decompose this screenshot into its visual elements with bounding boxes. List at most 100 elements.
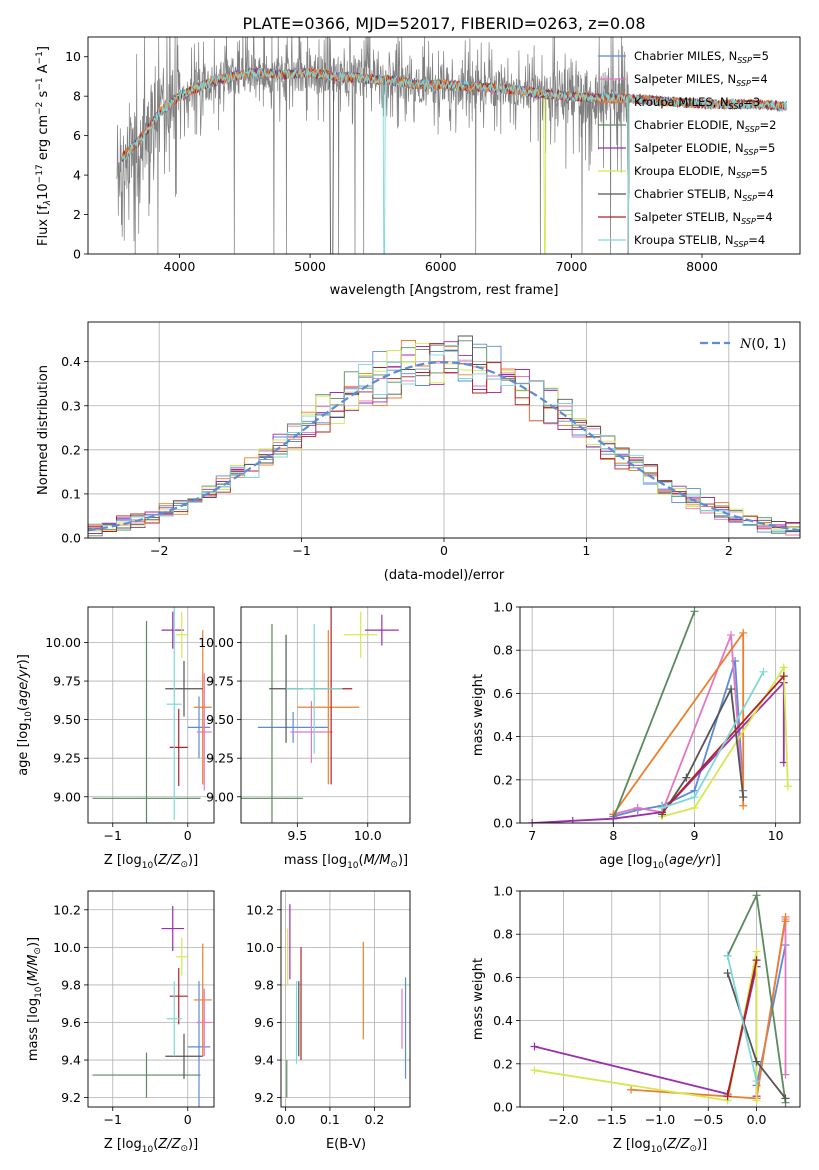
y-tick-label: 0.3: [61, 398, 81, 413]
data-point: [739, 793, 748, 802]
series-line: [534, 966, 758, 1097]
y-tick-label: 9.50: [53, 712, 81, 727]
errorbar-chabrier_elodie: [241, 623, 303, 823]
legend-entry: Salpeter ELODIE, NSSP=5: [634, 141, 775, 157]
series-kroupa_elodie: [530, 947, 761, 1105]
y-tick-label: 9.6: [61, 1015, 81, 1030]
legend-entry: N(0, 1): [739, 337, 786, 352]
x-tick-label: 6000: [425, 259, 457, 274]
errorbar-chabrier_elodie: [92, 620, 201, 823]
data-point: [752, 1057, 761, 1066]
y-tick-label: 0.6: [493, 686, 513, 701]
y-tick-label: 0.8: [493, 643, 513, 658]
legend-entry: Salpeter MILES, NSSP=4: [634, 72, 768, 88]
x-tick-label: 7000: [555, 259, 587, 274]
axis-label: age [log10(age/yr)]: [599, 853, 721, 871]
data-point: [752, 947, 761, 956]
y-tick-label: 9.00: [206, 789, 234, 804]
x-tick-label: −1: [104, 828, 122, 843]
y-tick-label: 4: [73, 168, 81, 183]
errorbar-chabrier_stelib: [165, 661, 203, 717]
axis-label: Z [log10(Z/Z⊙)]: [104, 1137, 198, 1155]
x-tick-label: 0: [184, 828, 192, 843]
data-point: [759, 667, 768, 676]
y-tick-label: 6: [73, 128, 81, 143]
axes-frame: [87, 606, 215, 824]
figure-title: PLATE=0366, MJD=52017, FIBERID=0263, z=0…: [242, 14, 645, 33]
y-tick-label: 0.4: [493, 729, 513, 744]
data-point: [781, 1070, 790, 1079]
legend-entry: Kroupa STELIB, NSSP=4: [634, 233, 765, 249]
axes-frame: [519, 890, 801, 1108]
x-tick-label: 1: [582, 543, 590, 558]
x-tick-label: 9: [691, 828, 699, 843]
axis-label: Z [log10(Z/Z⊙)]: [613, 1137, 707, 1155]
x-tick-label: 0.0: [747, 1112, 767, 1127]
axes-frame: [87, 36, 801, 255]
data-point: [530, 1066, 539, 1075]
axis-label: mass [log10(M/M⊙)]: [284, 853, 408, 871]
y-tick-label: 9.4: [61, 1053, 81, 1068]
y-tick-label: 9.6: [254, 1015, 274, 1030]
data-point: [682, 773, 691, 782]
y-axis-label: mass weight: [471, 958, 486, 1040]
errorbar-chabrier_miles: [257, 711, 329, 743]
axes-age_vs_mass: 9.5 10.0 9.00 9.25 9.50 9.75 10.00 mass [log10(…: [198, 606, 411, 871]
y-tick-label: 0.6: [493, 970, 513, 985]
x-tick-label: −2: [150, 543, 168, 558]
y-tick-label: 9.8: [61, 977, 81, 992]
spectrum-data-line: [116, 37, 629, 254]
axes-frame: [519, 606, 801, 824]
plot-area-mass_vs_ebv: [286, 904, 407, 1098]
y-tick-label: 0.2: [493, 1056, 513, 1071]
series-line: [613, 660, 745, 818]
x-axis-label: (data-model)/error: [384, 568, 505, 583]
x-tick-label: 0.0: [276, 1112, 296, 1127]
y-axis-label: Normed distribution: [36, 365, 51, 495]
data-point: [752, 1096, 761, 1105]
errorbar-kroupa_miles: [297, 630, 360, 785]
errorbar-kroupa_elodie: [175, 611, 188, 658]
legend-entry: Chabrier STELIB, NSSP=4: [634, 187, 774, 203]
x-tick-label: 8000: [686, 259, 718, 274]
x-tick-label: 10.0: [354, 828, 382, 843]
axes-weight_vs_age: 7 8 9 10 0.0 0.2 0.4 0.6 0.8 1.0 age [log10(age/yr…: [471, 600, 801, 871]
spectrum-legend: Chabrier MILES, NSSP=5 Salpeter MILES, NS…: [598, 49, 776, 249]
y-tick-label: 9.75: [206, 674, 234, 689]
y-tick-label: 10: [65, 49, 81, 64]
y-tick-label: 9.2: [61, 1090, 81, 1105]
y-tick-label: 0.1: [61, 486, 81, 501]
series-salpeter_stelib: [723, 956, 761, 1101]
errorbar-salpeter_miles: [196, 673, 212, 791]
axes-frame: [240, 606, 411, 824]
y-tick-label: 10.0: [246, 940, 274, 955]
axes-mass_vs_Z: −1 0 9.2 9.4 9.6 9.8 10.0 10.2 Z [log10(Z/Z⊙)] ma…: [26, 890, 215, 1155]
series-chabrier_stelib: [723, 969, 790, 1103]
axis-label: Z [log10(Z/Z⊙)]: [104, 853, 198, 871]
errorbar-salpeter_elodie: [364, 614, 399, 646]
data-point: [690, 803, 699, 812]
legend-entry: Kroupa MILES, NSSP=3: [634, 95, 760, 111]
y-tick-label: 1.0: [493, 884, 513, 899]
y-tick-label: 9.75: [53, 674, 81, 689]
series-line: [661, 664, 789, 818]
x-axis-label: wavelength [Angstrom, rest frame]: [330, 283, 559, 298]
series-kroupa_miles: [609, 628, 748, 819]
y-tick-label: 0.0: [493, 1100, 513, 1115]
y-tick-label: 0.2: [61, 442, 81, 457]
x-tick-label: 9.5: [287, 828, 307, 843]
y-tick-label: 9.50: [206, 712, 234, 727]
errorbar-chabrier_elodie: [92, 1052, 201, 1098]
y-tick-label: 9.8: [254, 977, 274, 992]
y-tick-label: 9.00: [53, 789, 81, 804]
y-tick-label: 9.25: [206, 751, 234, 766]
y-tick-label: 10.2: [246, 902, 274, 917]
errorbar-kroupa_elodie: [175, 937, 188, 976]
plot-area-age_vs_mass: [241, 607, 399, 823]
plot-area-spectrum: [116, 37, 788, 254]
errorbar-chabrier_miles: [187, 981, 211, 1107]
axes-mass_vs_ebv: 0.0 0.1 0.2 9.2 9.4 9.6 9.8 10.0 10.2 E(B-V): [246, 890, 411, 1152]
series-kroupa_stelib: [658, 667, 768, 812]
axes-frame: [87, 890, 215, 1108]
data-point: [690, 793, 699, 802]
